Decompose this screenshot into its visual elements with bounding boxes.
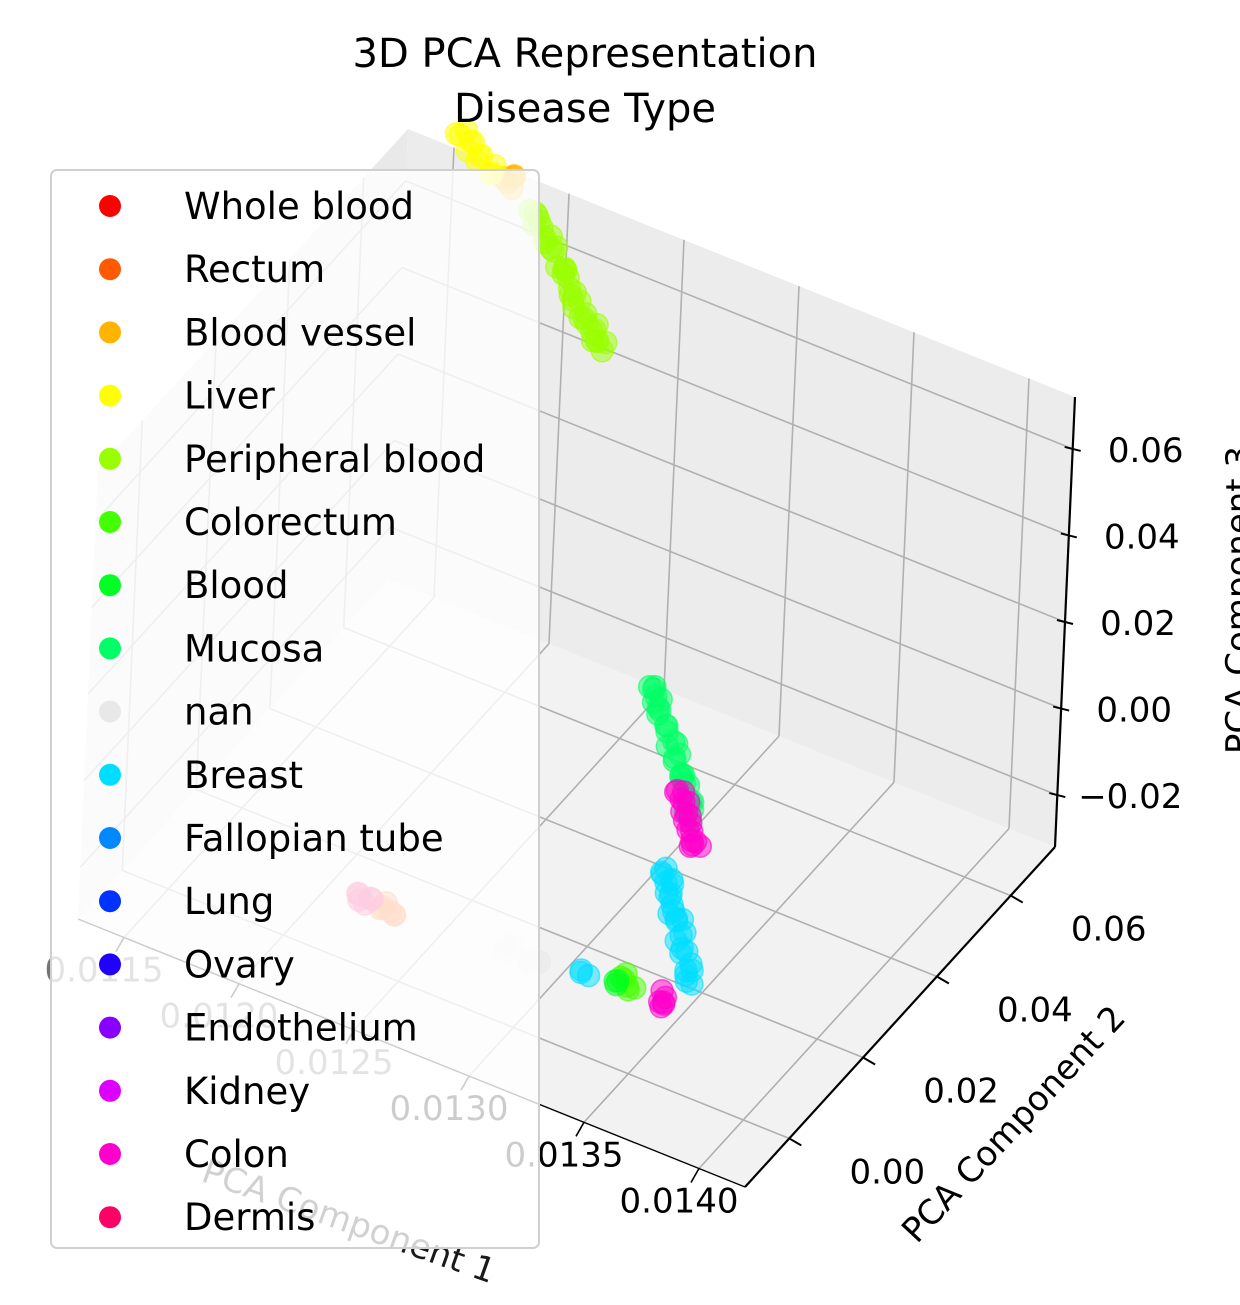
data-point-blood <box>604 972 628 997</box>
data-point-peripheral-blood <box>594 330 618 355</box>
z-tick-label: −0.02 <box>1078 777 1182 817</box>
data-point-colon <box>649 994 673 1019</box>
legend-label: Mucosa <box>184 627 324 670</box>
legend-label: Liver <box>184 375 276 418</box>
legend-label: Ovary <box>184 943 295 986</box>
z-axis-title: PCA Component 3 <box>1219 446 1240 754</box>
legend-marker <box>99 1206 121 1229</box>
legend-label: Blood <box>184 564 288 607</box>
y-tick-mark <box>862 1056 876 1066</box>
z-tick-mark <box>1064 445 1081 452</box>
z-tick-mark <box>1060 532 1078 539</box>
y-tick-mark <box>788 1137 802 1147</box>
legend-label: Blood vessel <box>184 311 416 354</box>
x-tick-mark <box>690 1168 700 1183</box>
data-point-breast <box>680 972 704 996</box>
chart-title: 3D PCA Representation Disease Type <box>353 31 818 132</box>
y-axis-line <box>744 846 1056 1188</box>
data-point-peripheral-blood <box>544 235 569 259</box>
legend-marker <box>99 1079 121 1102</box>
legend-marker <box>99 827 121 849</box>
x-tick-mark <box>575 1121 585 1137</box>
legend-marker <box>99 953 121 976</box>
y-tick-label: 0.00 <box>849 1152 925 1192</box>
chart-title-line-1: 3D PCA Representation <box>353 31 818 77</box>
legend-marker <box>99 1016 121 1039</box>
y-tick-label: 0.02 <box>923 1072 999 1112</box>
legend-marker <box>99 195 121 217</box>
y-tick-mark <box>936 975 950 985</box>
x-tick-label: 0.0140 <box>620 1182 739 1222</box>
legend: Whole blood Rectum Blood vessel Liver Periph… <box>50 169 540 1249</box>
legend-label: nan <box>184 691 254 734</box>
legend-label: Lung <box>184 880 274 923</box>
data-point-breast <box>576 963 601 988</box>
legend-marker <box>99 384 121 407</box>
legend-label: Colon <box>184 1133 289 1176</box>
y-axis-title: PCA Component 2 <box>894 998 1133 1251</box>
legend-label: Dermis <box>184 1196 315 1239</box>
y-tick-label: 0.04 <box>997 991 1073 1031</box>
legend-label: Endothelium <box>184 1007 418 1050</box>
z-tick-mark <box>1049 792 1066 799</box>
legend-marker <box>99 321 121 344</box>
legend-marker <box>99 637 121 660</box>
x-grid-floor <box>583 781 895 1123</box>
legend-box <box>50 169 540 1249</box>
data-points <box>346 118 713 1019</box>
legend-marker <box>99 258 121 281</box>
legend-label: Whole blood <box>184 185 414 228</box>
legend-marker <box>99 700 121 723</box>
z-tick-label: 0.06 <box>1108 431 1184 471</box>
z-tick-label: 0.00 <box>1096 691 1172 731</box>
chart-title-line-2: Disease Type <box>454 86 716 132</box>
legend-label: Peripheral blood <box>184 438 485 481</box>
legend-marker <box>99 511 121 533</box>
legend-label: Fallopian tube <box>184 817 444 860</box>
y-tick-mark <box>1010 894 1024 904</box>
legend-marker <box>99 763 121 786</box>
legend-marker <box>99 447 121 470</box>
legend-label: Colorectum <box>184 501 397 544</box>
z-tick-mark <box>1052 705 1070 712</box>
z-tick-mark <box>1056 619 1074 625</box>
legend-marker <box>99 890 121 913</box>
legend-label: Kidney <box>184 1070 310 1113</box>
x-grid-floor <box>698 827 1010 1170</box>
data-point-colon <box>678 834 703 859</box>
legend-label: Rectum <box>184 248 325 291</box>
y-tick-label: 0.06 <box>1071 910 1147 950</box>
z-tick-label: 0.02 <box>1100 604 1176 644</box>
z-tick-label: 0.04 <box>1104 518 1180 558</box>
legend-label: Breast <box>184 754 303 797</box>
legend-marker <box>99 574 121 597</box>
legend-marker <box>99 1143 121 1165</box>
